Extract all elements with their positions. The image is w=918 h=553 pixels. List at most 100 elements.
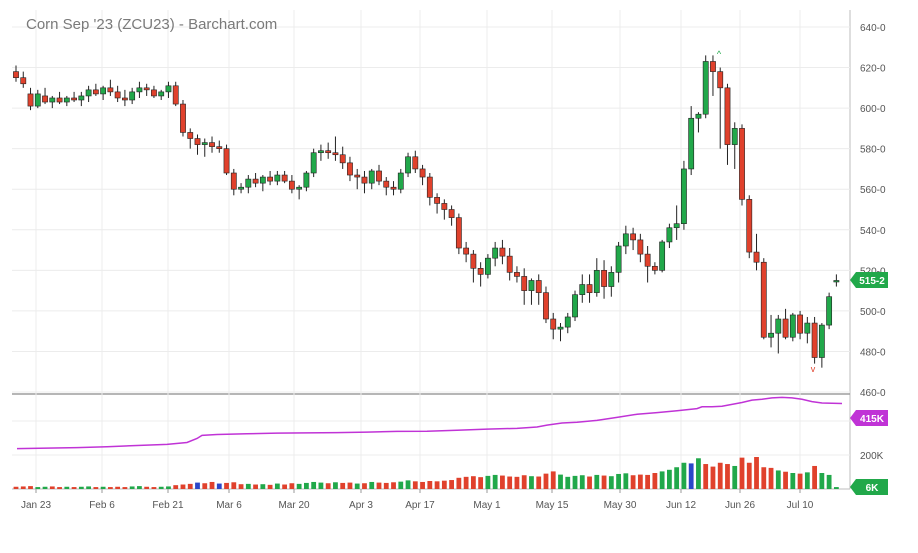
volume-bar (173, 485, 179, 489)
candle-body (288, 180, 295, 190)
time-tick-label: Jun 12 (666, 500, 696, 511)
candle-body (434, 197, 440, 204)
candle-body (543, 292, 549, 320)
volume-tick-label: 200K (860, 451, 884, 462)
candle-body (535, 280, 542, 293)
volume-bar (812, 465, 817, 489)
open-interest-label: 415K (860, 414, 885, 425)
volume-bar (340, 482, 346, 489)
candle-body (49, 97, 56, 103)
candle-body (397, 172, 404, 190)
volume-bar (274, 483, 280, 489)
candle-body (521, 276, 528, 291)
time-tick-label: Jul 10 (787, 500, 814, 511)
chart-area: ^ v 640-0 620-0 600-0 580-0 560-0 540-0 520-0 50… (12, 10, 888, 511)
price-tick-label: 540-0 (860, 226, 886, 237)
volume-bar (202, 483, 208, 489)
last-price-label: 515-2 (859, 276, 885, 287)
volume-bar (354, 483, 360, 489)
volume-bar (231, 482, 237, 489)
volume-bar (13, 486, 19, 489)
candle-body (499, 247, 506, 257)
volume-bar (594, 474, 600, 489)
volume-bar (391, 482, 396, 489)
candle-body (681, 168, 687, 224)
volume-bar (20, 486, 26, 489)
candle-body (506, 255, 513, 273)
candle-body (717, 71, 724, 89)
volume-bar (434, 481, 440, 489)
candle-body (71, 97, 77, 101)
volume-bar (746, 462, 752, 489)
volume-bar (216, 483, 222, 489)
volume-bar (783, 471, 788, 489)
candle-body (310, 152, 317, 174)
volume-bar (543, 473, 549, 489)
candle-body (412, 156, 419, 170)
candle-body (731, 128, 738, 145)
candle-body (724, 87, 731, 145)
volume-bar (485, 475, 491, 489)
volume-bar (449, 480, 454, 489)
candle-body (238, 186, 244, 190)
time-tick-label: Mar 20 (278, 500, 310, 511)
volume-bar (623, 473, 629, 489)
candle-body (318, 150, 324, 154)
volume-bar (659, 471, 665, 489)
volume-bar (833, 487, 839, 489)
candle-body (143, 87, 150, 91)
grid (12, 10, 851, 493)
volume-bar (674, 467, 680, 489)
candle-body (56, 97, 63, 103)
volume-bar (86, 486, 91, 489)
volume-bar (608, 476, 614, 489)
candle-body (477, 268, 484, 275)
candle-body (448, 209, 455, 218)
candle-body (252, 178, 259, 184)
volume-bar (797, 473, 803, 489)
volume-bar (28, 486, 33, 489)
price-tick-label: 500-0 (860, 307, 886, 318)
volume-bar (362, 483, 367, 489)
volume-bar (209, 481, 215, 489)
volume-bar (761, 467, 767, 489)
price-tick-label: 640-0 (860, 23, 886, 34)
candle-body (274, 174, 281, 182)
volume-bar (456, 477, 462, 489)
candle-body (455, 217, 462, 249)
price-tick-label: 460-0 (860, 388, 886, 399)
volume-bar (78, 486, 84, 489)
candle-body (180, 103, 186, 133)
candle-body (775, 318, 782, 334)
candle-body (42, 95, 48, 103)
candle-body (637, 239, 644, 255)
time-tick-label: Mar 6 (216, 500, 242, 511)
volume-bar (333, 482, 338, 489)
candle-body (122, 97, 128, 101)
candle-body (811, 322, 818, 358)
chart-title: Corn Sep '23 (ZCU23) - Barchart.com (26, 16, 277, 33)
candle-body (760, 261, 767, 338)
volume-bar (500, 475, 505, 489)
candle-body (818, 324, 825, 358)
candle-body (187, 132, 194, 139)
candle-body (85, 89, 92, 97)
time-tick-label: May 1 (473, 500, 501, 511)
volume-bar (289, 483, 295, 489)
volume-bar (151, 487, 157, 489)
volume-bar (296, 483, 302, 489)
volume-bar (158, 486, 164, 489)
time-tick-label: Apr 17 (405, 500, 435, 511)
volume-bar (71, 487, 77, 489)
open-interest-layer (16, 396, 843, 450)
volume-bar (565, 476, 571, 489)
volume-bar (405, 480, 411, 489)
price-chart: ^v 640-0620-0600-0580-0560-0540-0520-050… (12, 10, 888, 511)
volume-bar (775, 470, 781, 489)
volume-bar (57, 487, 62, 489)
time-tick-label: Jun 26 (725, 500, 755, 511)
candle-body (419, 168, 426, 178)
candle-body (586, 284, 593, 293)
swing-low-marker: v (811, 364, 816, 374)
price-tick-label: 600-0 (860, 104, 886, 115)
